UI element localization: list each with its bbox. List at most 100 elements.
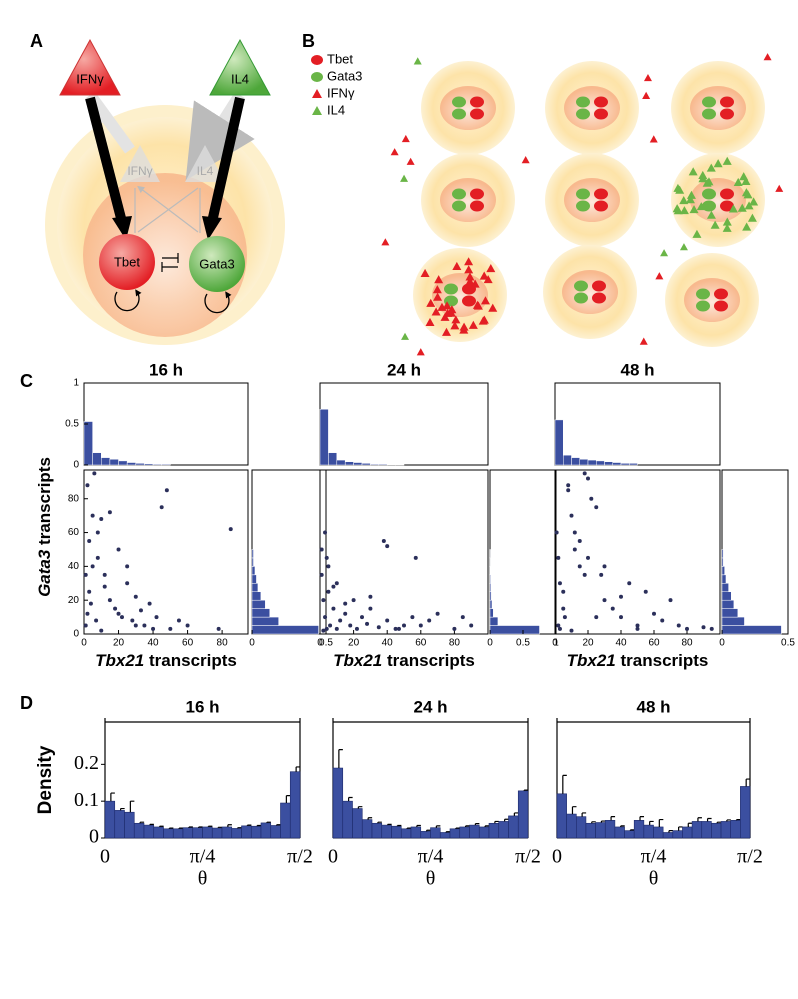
x-tick-label: 20	[348, 638, 360, 649]
scatter-point	[577, 539, 582, 544]
histogram-bar	[672, 830, 683, 839]
scatter-point	[142, 623, 147, 628]
scatter-point	[321, 628, 326, 633]
error-bar	[227, 824, 232, 827]
histogram-bar	[556, 793, 567, 839]
triangle	[479, 271, 489, 280]
error-bar	[168, 827, 174, 829]
error-bar	[396, 824, 402, 827]
scatter-point	[469, 623, 474, 628]
error-bar	[387, 823, 392, 826]
histogram-bar	[721, 574, 727, 584]
triangle	[478, 316, 488, 325]
histogram-bar	[251, 566, 256, 576]
histogram-bar	[740, 786, 751, 839]
error-bar	[610, 816, 616, 821]
histogram-bar	[489, 625, 540, 635]
chart-title: 24 h	[387, 360, 421, 379]
error-bar	[484, 825, 490, 827]
histogram-bar	[721, 599, 735, 609]
error-bar	[357, 806, 363, 809]
histogram-bar	[342, 800, 353, 839]
histogram-bar	[152, 463, 162, 466]
histogram-bar	[459, 826, 470, 839]
triangle	[406, 157, 415, 165]
x-tick-label: 0.5	[516, 638, 530, 649]
nucleus	[562, 270, 618, 314]
chart-title: 16 h	[149, 360, 183, 379]
x-tick-label: 80	[217, 638, 229, 649]
error-bar	[207, 825, 213, 827]
factor	[452, 188, 466, 200]
panel-label: A	[30, 31, 43, 51]
error-bar	[668, 830, 673, 833]
x-tick-label: π/4	[641, 846, 667, 868]
scatter-point	[557, 581, 562, 586]
scatter-point	[594, 615, 599, 620]
error-bar	[678, 826, 683, 831]
x-axis-label: θ	[198, 868, 208, 890]
error-bar	[256, 824, 262, 827]
node-label: Tbet	[114, 254, 140, 269]
diagram-a: IFNγ IL4 IFNγ IL4 Tbet Gata3	[45, 38, 285, 345]
scatter-point	[338, 618, 343, 623]
scatter-point	[652, 611, 656, 616]
scatter-point	[599, 572, 604, 577]
triangle	[401, 134, 410, 143]
x-tick-label: 60	[648, 638, 660, 649]
node-label: IL4	[197, 164, 214, 178]
scatter-point	[321, 598, 326, 603]
scatter-point	[557, 626, 562, 631]
y-tick-label: 0.1	[74, 789, 99, 811]
histogram-bar	[400, 828, 412, 839]
scatter-point	[561, 606, 566, 611]
error-bar	[745, 778, 751, 787]
x-tick-label: 0	[719, 638, 725, 649]
plot-frame	[319, 382, 489, 466]
triangle	[464, 265, 474, 274]
error-bar	[120, 807, 125, 811]
histogram-bar	[260, 822, 272, 839]
scatter-point	[435, 611, 440, 616]
scatter-point	[151, 626, 156, 631]
error-bar	[629, 829, 635, 831]
x-axis-label: θ	[426, 868, 436, 890]
factor	[462, 295, 476, 307]
histogram-bar	[202, 826, 213, 839]
histogram-bar	[378, 463, 388, 466]
triangle	[431, 307, 441, 316]
error-bar	[465, 825, 470, 827]
scatter-point	[319, 572, 324, 577]
scatter-point	[572, 547, 577, 552]
plot-frame	[83, 382, 249, 466]
scatter-point	[185, 623, 190, 628]
triangle	[464, 257, 474, 266]
factor	[714, 300, 728, 312]
scatter-point	[627, 581, 632, 586]
scatter-point	[460, 615, 465, 620]
x-tick-label: 0	[552, 638, 558, 649]
histogram-bar	[192, 827, 203, 839]
histogram-bar	[251, 625, 319, 635]
histogram-bar	[489, 608, 494, 618]
legend-label: Tbet	[327, 51, 353, 66]
triangle	[447, 305, 457, 314]
triangle	[741, 188, 751, 197]
scatter-point	[685, 626, 689, 631]
faded-link	[134, 188, 201, 233]
faded-triangle	[120, 145, 160, 182]
triangle	[433, 292, 443, 301]
y-axis-label-rest: transcripts	[35, 457, 54, 545]
scatter-point	[582, 471, 587, 476]
triangle	[434, 275, 444, 284]
histogram-bar	[469, 824, 480, 839]
histogram-bar	[721, 557, 724, 567]
triangle	[425, 317, 435, 326]
error-bar	[455, 827, 460, 829]
factor	[594, 108, 608, 120]
chart-title: 48 h	[636, 697, 670, 716]
triangle	[713, 159, 723, 168]
triangle	[643, 73, 652, 82]
triangle	[733, 177, 743, 186]
chart-title: 48 h	[620, 360, 654, 379]
